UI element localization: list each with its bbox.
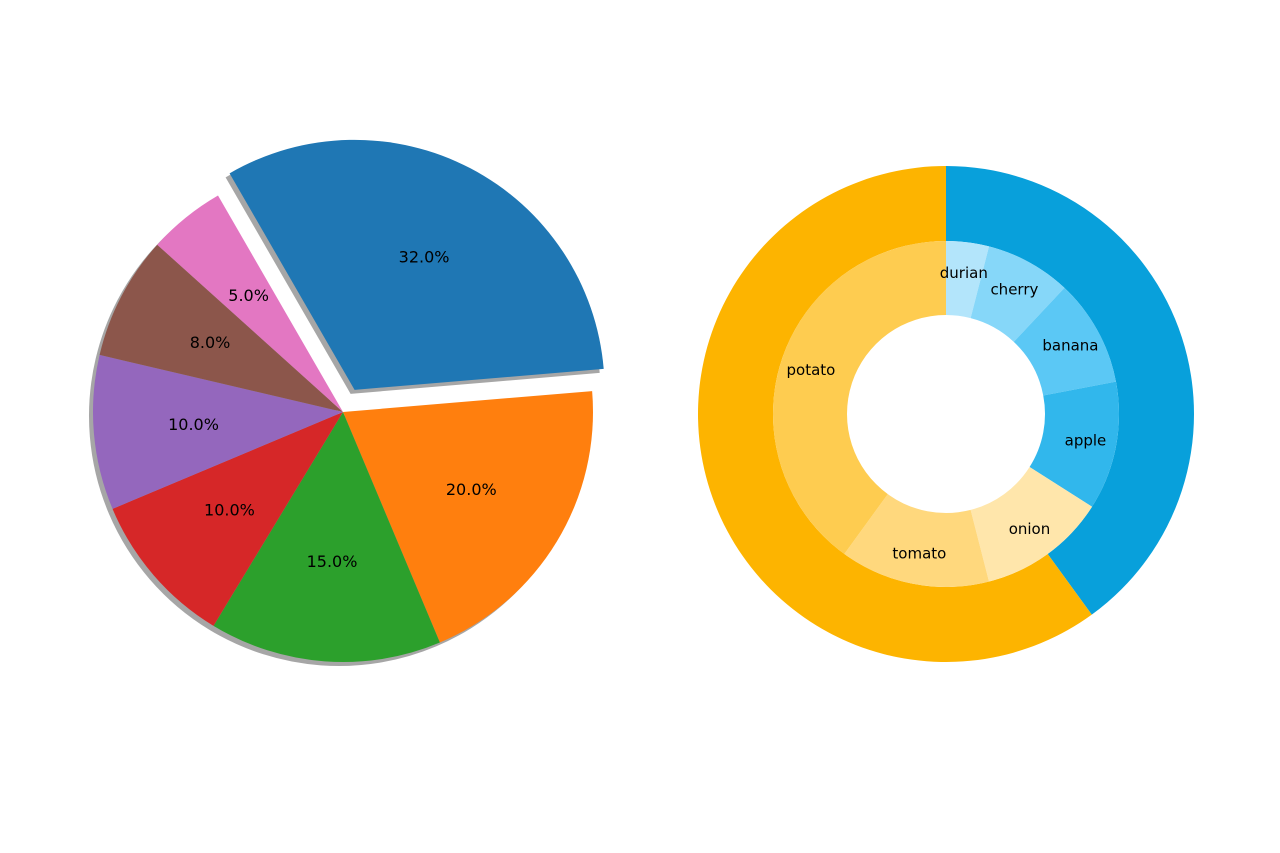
donut-inner-segment bbox=[946, 241, 990, 319]
donut-outer-ring bbox=[698, 166, 1194, 662]
donut-inner-segment bbox=[844, 494, 990, 587]
donut-inner-ring bbox=[773, 241, 1119, 587]
donut-segment-label: durian bbox=[940, 264, 988, 282]
pie-slice-label: 5.0% bbox=[228, 286, 269, 305]
donut-inner-segment bbox=[970, 467, 1093, 582]
donut-inner-segment bbox=[773, 241, 946, 554]
pie-slice bbox=[99, 244, 343, 412]
pie-slice-label: 10.0% bbox=[204, 501, 255, 520]
donut-segment-label: apple bbox=[1065, 432, 1107, 450]
donut-inner-segment bbox=[970, 246, 1065, 342]
pie-labels: 32.0% 20.0% 15.0% 10.0% 10.0% 8.0% 5.0% bbox=[168, 247, 497, 571]
donut-segment-label: banana bbox=[1042, 337, 1098, 355]
donut-outer-segment bbox=[698, 166, 1092, 662]
donut-segment-label: potato bbox=[787, 361, 836, 379]
pie-slice-label: 20.0% bbox=[446, 480, 497, 499]
pie-slice bbox=[229, 139, 604, 390]
pie-slice bbox=[343, 391, 593, 643]
pie-slice bbox=[213, 412, 440, 662]
pie-chart: 32.0% 20.0% 15.0% 10.0% 10.0% 8.0% 5.0% bbox=[88, 139, 604, 666]
pie-slice-label: 15.0% bbox=[307, 552, 358, 571]
donut-segment-label: cherry bbox=[990, 281, 1038, 299]
pie-slices bbox=[92, 139, 604, 662]
pie-slice-label: 8.0% bbox=[190, 333, 231, 352]
pie-slice-label: 10.0% bbox=[168, 415, 219, 434]
pie-slice bbox=[157, 195, 343, 412]
pie-slice bbox=[92, 354, 343, 509]
donut-inner-segment bbox=[1013, 287, 1116, 396]
donut-segment-label: onion bbox=[1009, 520, 1051, 538]
donut-segment-label: tomato bbox=[892, 544, 946, 562]
pie-slice-label: 32.0% bbox=[399, 247, 450, 266]
donut-inner-segment bbox=[1029, 381, 1119, 507]
pie-slice bbox=[112, 412, 343, 626]
donut-outer-segment bbox=[946, 166, 1194, 615]
